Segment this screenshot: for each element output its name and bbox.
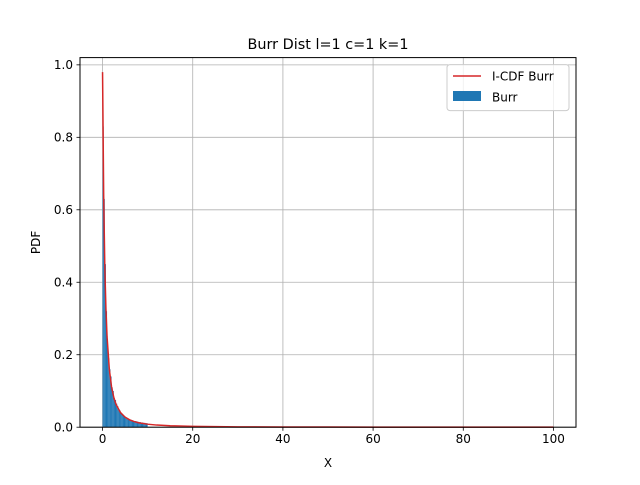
- x-tick-label: 40: [275, 432, 290, 446]
- histogram-bar: [110, 376, 112, 428]
- histogram-bar: [108, 358, 110, 428]
- histogram-bar: [123, 415, 126, 428]
- histogram-bars: [102, 126, 148, 428]
- histogram-bar: [145, 423, 147, 428]
- y-tick-label: 0.2: [54, 348, 73, 362]
- histogram-bar: [138, 422, 140, 428]
- histogram-bar: [140, 422, 142, 428]
- histogram-bar: [131, 420, 133, 428]
- legend-label-line: I-CDF Burr: [492, 70, 554, 84]
- histogram-bar: [103, 198, 105, 428]
- histogram-bar: [121, 413, 123, 428]
- grid: [80, 57, 576, 428]
- y-axis-label: PDF: [29, 231, 43, 254]
- legend: I-CDF Burr Burr: [446, 64, 570, 112]
- histogram-bar: [112, 390, 114, 428]
- histogram-bar: [111, 387, 113, 428]
- histogram-bar: [144, 422, 146, 428]
- histogram-bar: [142, 422, 144, 428]
- x-tick-label: 60: [365, 432, 380, 446]
- x-tick-label: 80: [456, 432, 471, 446]
- histogram-bar: [136, 421, 138, 428]
- histogram-bar: [114, 400, 117, 428]
- chart-title: Burr Dist l=1 c=1 k=1: [248, 37, 409, 53]
- y-tick-label: 0.6: [54, 203, 73, 217]
- histogram-bar: [104, 264, 106, 428]
- legend-bar-swatch: [453, 91, 481, 101]
- histogram-bar: [128, 419, 130, 428]
- y-tick-label: 1.0: [54, 58, 73, 72]
- axes-frame: [79, 57, 577, 428]
- x-tick-label: 100: [542, 432, 565, 446]
- x-axis-label: X: [324, 456, 332, 470]
- x-tick-label: 20: [185, 432, 200, 446]
- histogram-bar: [120, 412, 122, 428]
- histogram-bar: [135, 421, 137, 428]
- histogram-bar: [134, 421, 136, 428]
- histogram-bar: [117, 406, 119, 428]
- histogram-bar: [107, 347, 109, 428]
- y-tick-label: 0.4: [54, 275, 73, 289]
- histogram-bar: [126, 417, 128, 428]
- histogram-bar: [127, 418, 129, 428]
- histogram-bar: [139, 422, 141, 428]
- histogram-bar: [116, 403, 118, 428]
- histogram-bar: [132, 420, 135, 428]
- histogram-bar: [130, 419, 132, 428]
- histogram-bar: [129, 419, 131, 428]
- histogram-bar: [109, 369, 111, 428]
- histogram-bar: [119, 410, 121, 428]
- histogram-bar: [125, 417, 127, 428]
- histogram-bar: [146, 423, 148, 428]
- x-tick-label: 0: [99, 432, 107, 446]
- histogram-bar: [118, 409, 120, 428]
- y-tick-label: 0.8: [54, 131, 73, 145]
- histogram-bar: [137, 421, 139, 428]
- histogram-bar: [143, 422, 145, 428]
- y-tick-label: 0.0: [54, 420, 73, 434]
- x-axis-ticks: 0 20 40 60 80 100: [99, 427, 565, 446]
- y-axis-ticks: 0.0 0.2 0.4 0.6 0.8 1.0: [54, 58, 80, 434]
- histogram-bar: [105, 311, 108, 428]
- histogram-bar: [102, 126, 104, 428]
- legend-label-bars: Burr: [492, 91, 518, 105]
- histogram-bar: [122, 414, 124, 428]
- histogram-bar: [113, 398, 115, 428]
